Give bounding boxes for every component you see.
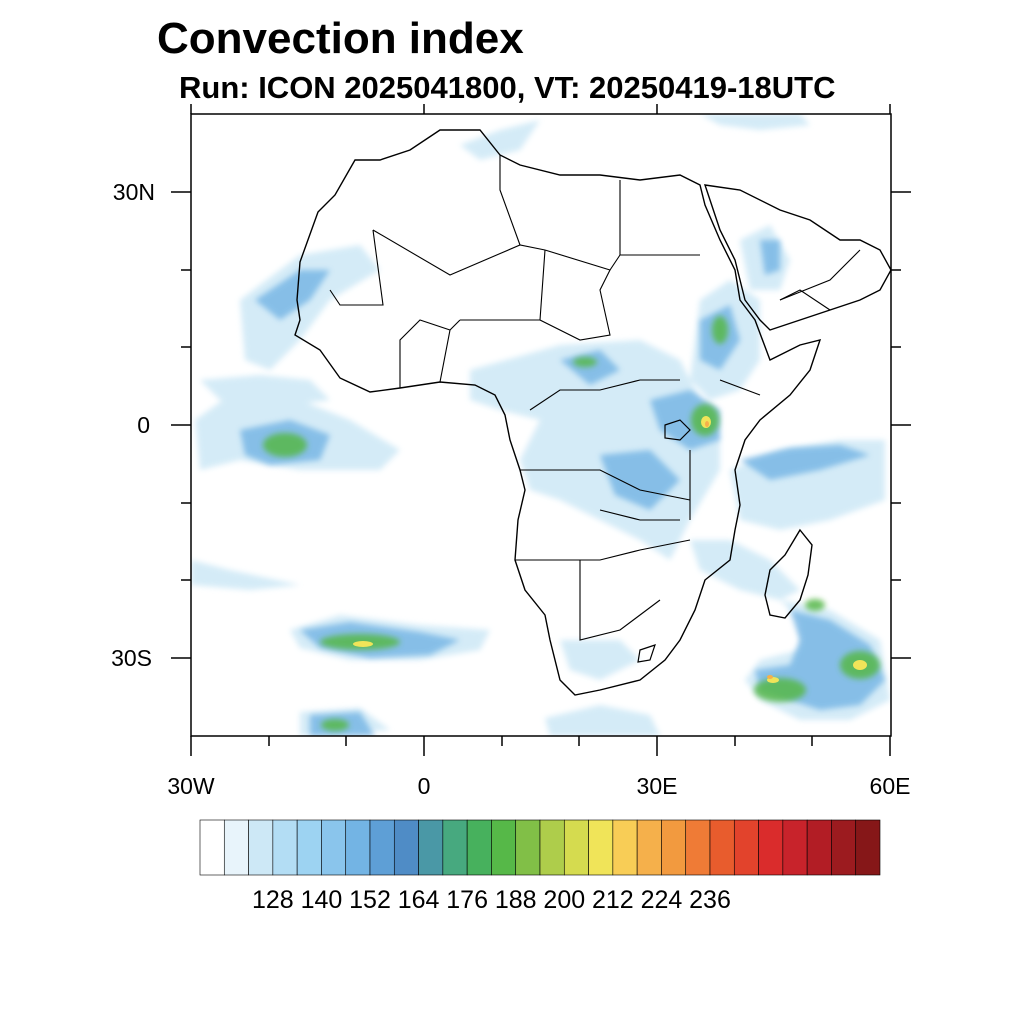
colorbar-tick-label: 152	[349, 886, 391, 914]
plot-subtitle: Run: ICON 2025041800, VT: 20250419-18UTC	[179, 70, 836, 105]
colorbar	[199, 819, 881, 876]
country-borders	[329, 155, 861, 641]
colorbar-tick-label: 212	[591, 886, 634, 914]
arabia-coastline	[703, 184, 891, 331]
africa-coastline	[294, 129, 822, 696]
lat-label-30s: 30S	[111, 645, 152, 671]
colorbar-swatch	[855, 819, 881, 876]
colorbar-swatch	[661, 819, 687, 876]
colorbar-tick-label: 200	[543, 886, 586, 914]
y-ticks	[171, 191, 911, 659]
colorbar-swatch	[491, 819, 517, 876]
colorbar-swatch	[296, 819, 322, 876]
madagascar	[764, 528, 813, 619]
colorbar-swatch	[758, 819, 784, 876]
colorbar-swatch	[418, 819, 444, 876]
colorbar-swatch	[321, 819, 347, 876]
lat-label-0: 0	[137, 412, 150, 438]
colorbar-swatch	[612, 819, 638, 876]
colorbar-swatch	[442, 819, 468, 876]
colorbar-tick-label: 236	[689, 886, 731, 914]
colorbar-swatch	[733, 819, 759, 876]
colorbar-swatch	[636, 819, 662, 876]
colorbar-tick-label: 188	[494, 886, 537, 914]
colorbar-swatch	[248, 819, 274, 876]
colorbar-swatch	[831, 819, 857, 876]
colorbar-swatch	[685, 819, 711, 876]
lon-label-30w: 30W	[167, 773, 215, 799]
colorbar-swatch	[223, 819, 249, 876]
colorbar-swatch	[588, 819, 614, 876]
lon-label-0: 0	[417, 773, 431, 799]
colorbar-tick-label: 164	[397, 886, 440, 914]
lat-label-30n: 30N	[112, 179, 155, 205]
colorbar-swatch	[709, 819, 735, 876]
colorbar-swatch	[563, 819, 589, 876]
colorbar-swatch	[515, 819, 541, 876]
convection-field	[191, 114, 891, 736]
colorbar-swatch	[806, 819, 832, 876]
colorbar-tick-label: 140	[300, 886, 343, 914]
colorbar-swatch	[345, 819, 371, 876]
colorbar-tick-label: 128	[251, 886, 294, 914]
lon-label-60e: 60E	[869, 773, 911, 799]
colorbar-swatch	[369, 819, 395, 876]
colorbar-swatch	[466, 819, 492, 876]
colorbar-tick-label: 224	[640, 886, 683, 914]
colorbar-tick-label: 176	[446, 886, 488, 914]
colorbar-swatch	[393, 819, 419, 876]
plot-title: Convection index	[157, 14, 524, 63]
colorbar-swatch	[199, 819, 225, 876]
x-ticks	[190, 104, 891, 756]
colorbar-swatch	[782, 819, 808, 876]
colorbar-swatch	[539, 819, 565, 876]
lon-label-30e: 30E	[636, 773, 678, 799]
colorbar-swatch	[272, 819, 298, 876]
